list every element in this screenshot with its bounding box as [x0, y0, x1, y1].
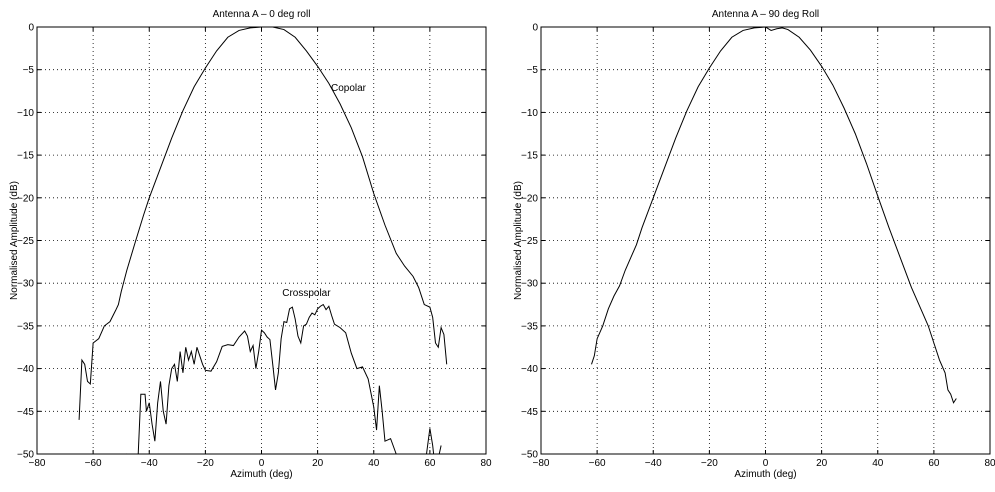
y-tick-label: −10 [521, 108, 538, 119]
x-tick-label: 60 [424, 458, 436, 469]
y-tick-label: −45 [521, 407, 538, 418]
y-tick-label: 0 [28, 23, 34, 34]
y-tick-label: −30 [521, 279, 538, 290]
x-tick-label: −80 [533, 458, 550, 469]
x-tick-label: 80 [984, 458, 995, 469]
x-tick-label: −60 [589, 458, 606, 469]
x-tick-label: −20 [701, 458, 718, 469]
y-tick-label: −50 [17, 450, 34, 461]
x-tick-label: −40 [141, 458, 158, 469]
series-line-0 [78, 27, 448, 420]
y-tick-label: −35 [17, 321, 34, 332]
x-tick-label: −40 [645, 458, 662, 469]
y-tick-label: −25 [17, 236, 34, 247]
annotation-label: Copolar [331, 83, 367, 94]
x-axis-label: Azimuth (deg) [230, 469, 292, 480]
chart-title: Antenna A – 90 deg Roll [712, 9, 819, 20]
y-tick-label: −5 [527, 65, 539, 76]
y-tick-label: −40 [521, 364, 538, 375]
y-tick-label: −20 [521, 193, 538, 204]
x-tick-label: 40 [368, 458, 380, 469]
x-tick-label: 60 [928, 458, 940, 469]
x-tick-label: 0 [259, 458, 265, 469]
y-tick-label: −40 [17, 364, 34, 375]
x-tick-label: 80 [480, 458, 492, 469]
x-tick-label: 20 [312, 458, 324, 469]
plot-0-deg-roll: −80 −60 −40 −20 0 20 40 60 80 0 −5 −10 −15 −20 −25 −30 −… [9, 9, 492, 480]
y-tick-label: −30 [17, 279, 34, 290]
y-tick-label: −20 [17, 193, 34, 204]
y-tick-label: −15 [17, 151, 34, 162]
x-tick-label: 20 [816, 458, 828, 469]
y-axis-label: Normalised Amplitude (dB) [513, 181, 524, 300]
y-tick-label: −15 [521, 151, 538, 162]
x-tick-label: −20 [197, 458, 214, 469]
y-axis-label: Normalised Amplitude (dB) [9, 181, 20, 300]
x-tick-label: −80 [29, 458, 46, 469]
chart-title: Antenna A – 0 deg roll [213, 9, 311, 20]
series-line-1 [98, 303, 442, 454]
y-tick-label: −35 [521, 321, 538, 332]
x-tick-label: −60 [85, 458, 102, 469]
y-tick-label: −5 [23, 65, 35, 76]
x-tick-label: 0 [763, 458, 769, 469]
x-tick-label: 40 [872, 458, 884, 469]
y-tick-label: −45 [17, 407, 34, 418]
y-tick-label: −10 [17, 108, 34, 119]
plot-90-deg-roll: −80 −60 −40 −20 0 20 40 60 80 0 −5 −10 −15 −20 −25 −30 −… [513, 9, 995, 480]
y-tick-label: −50 [521, 450, 538, 461]
annotation-label: Crosspolar [282, 288, 331, 299]
x-axis-label: Azimuth (deg) [734, 469, 796, 480]
y-tick-label: −25 [521, 236, 538, 247]
y-tick-label: 0 [532, 23, 538, 34]
series-line-0 [591, 27, 957, 404]
